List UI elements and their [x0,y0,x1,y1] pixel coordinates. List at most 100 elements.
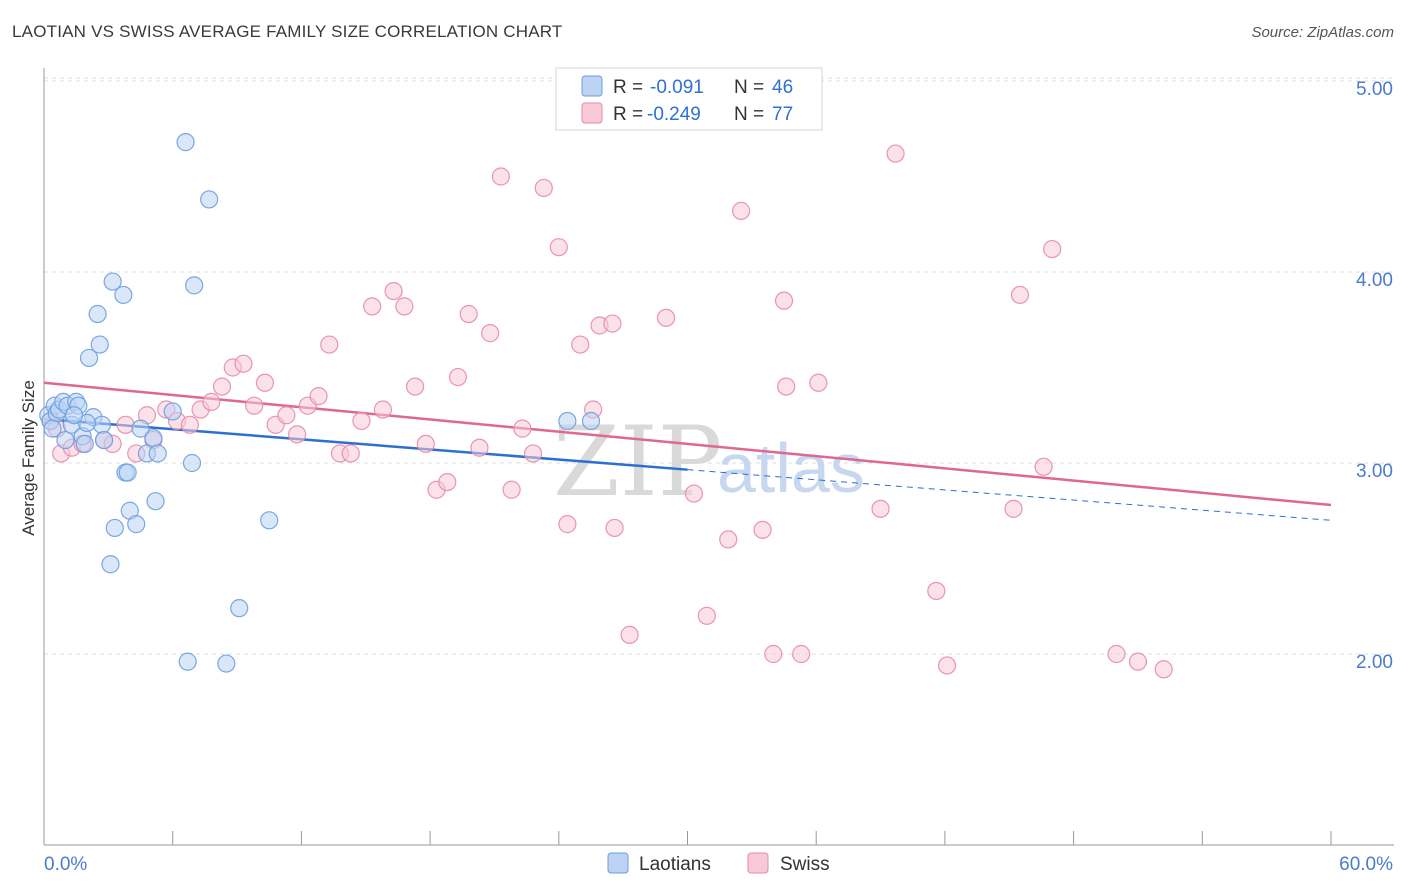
legend-swatch-swiss [581,102,603,124]
point-laotians-13 [79,348,99,368]
legend-n-label-1: N = [734,77,764,98]
point-swiss-30 [363,297,382,316]
point-laotians-21 [105,518,124,538]
point-laotians-30 [146,492,165,511]
trend-line-laotians [43,417,688,471]
point-swiss-66 [871,499,890,518]
point-laotians-36 [185,276,204,295]
point-swiss-29 [352,411,371,431]
chart-title: LAOTIAN VS SWISS AVERAGE FAMILY SIZE COR… [12,22,563,41]
point-swiss-13 [180,415,199,434]
point-swiss-55 [656,308,676,327]
point-laotians-41 [558,411,577,431]
point-laotians-40 [260,511,279,530]
point-swiss-25 [309,387,328,406]
point-laotians-38 [217,654,236,673]
point-swiss-49 [571,335,590,354]
point-swiss-45 [523,444,543,463]
source-credit: Source: ZipAtlas.com [1251,24,1394,41]
point-laotians-22 [114,285,133,305]
point-swiss-28 [341,444,360,463]
point-swiss-7 [116,415,135,434]
legend-n-value-2: 77 [772,104,793,125]
y-tick-labels: 2.00 3.00 4.00 5.00 [1356,79,1393,673]
point-swiss-44 [513,419,532,438]
point-laotians-24 [118,463,137,482]
legend-r-value-1: -0.091 [650,77,704,98]
point-laotians-45 [64,406,84,425]
point-swiss-38 [448,367,468,387]
point-swiss-61 [764,644,783,664]
point-laotians-34 [178,652,197,671]
point-laotians-33 [176,133,195,152]
point-swiss-59 [732,201,751,220]
point-swiss-68 [927,581,946,601]
point-swiss-73 [1043,239,1062,259]
point-laotians-31 [148,444,167,463]
trend-line-laotians-extrapolated [687,469,1332,521]
y-tick-label-2: 4.00 [1356,270,1393,291]
point-swiss-75 [1128,652,1148,671]
point-swiss-41 [481,324,500,343]
point-swiss-40 [470,438,489,457]
point-swiss-76 [1154,660,1173,679]
point-laotians-37 [200,190,219,209]
point-swiss-64 [792,644,811,664]
point-laotians-16 [90,335,109,354]
point-swiss-46 [534,178,553,198]
watermark: ZIP atlas [553,406,865,518]
point-laotians-26 [127,515,146,534]
point-swiss-72 [1034,457,1053,476]
point-swiss-65 [809,373,828,392]
point-swiss-32 [384,282,403,301]
point-swiss-39 [459,304,478,324]
point-swiss-56 [684,484,704,503]
point-swiss-16 [212,377,232,396]
legend-swatch-laotians [581,75,603,97]
point-swiss-48 [558,515,577,534]
point-swiss-42 [491,167,510,186]
legend-r-value-2: -0.249 [647,104,701,125]
x-tick-label-min: 0.0% [44,854,87,875]
point-swiss-52 [603,314,622,333]
axes [43,68,1394,846]
point-laotians-29 [144,429,163,448]
data-points [39,133,1173,679]
bottom-legend-swatch-laotians [607,852,629,874]
y-tick-label-0: 2.00 [1356,652,1393,673]
legend-n-label-2: N = [734,104,764,125]
point-laotians-43 [43,419,62,438]
point-laotians-27 [131,419,150,438]
x-tick-label-max: 60.0% [1339,854,1393,875]
y-axis-label: Average Family Size [19,380,38,536]
point-swiss-54 [620,625,639,645]
y-tick-label-3: 5.00 [1356,79,1393,100]
point-laotians-32 [163,402,182,421]
point-laotians-17 [92,415,112,434]
point-swiss-62 [774,291,794,310]
point-swiss-74 [1107,644,1126,664]
point-swiss-71 [1010,285,1030,305]
point-swiss-70 [1004,499,1023,518]
point-swiss-26 [320,335,339,354]
point-swiss-60 [753,520,772,539]
legend-r-label-2: R = [613,104,643,125]
legend-r-label-1: R = [613,77,643,98]
point-swiss-20 [255,373,275,392]
point-laotians-35 [182,453,202,473]
point-swiss-57 [697,606,716,625]
point-swiss-34 [405,377,425,396]
point-laotians-20 [103,272,122,291]
point-laotians-18 [94,430,114,450]
bottom-legend-laotians: Laotians [639,854,711,875]
point-laotians-39 [230,599,249,618]
point-swiss-37 [438,473,457,492]
point-swiss-63 [777,377,796,396]
y-tick-label-1: 3.00 [1356,461,1393,482]
point-swiss-18 [234,354,253,373]
point-swiss-43 [502,480,521,499]
bottom-legend-swiss: Swiss [780,854,830,875]
point-laotians-19 [101,555,120,574]
point-laotians-42 [581,411,601,431]
